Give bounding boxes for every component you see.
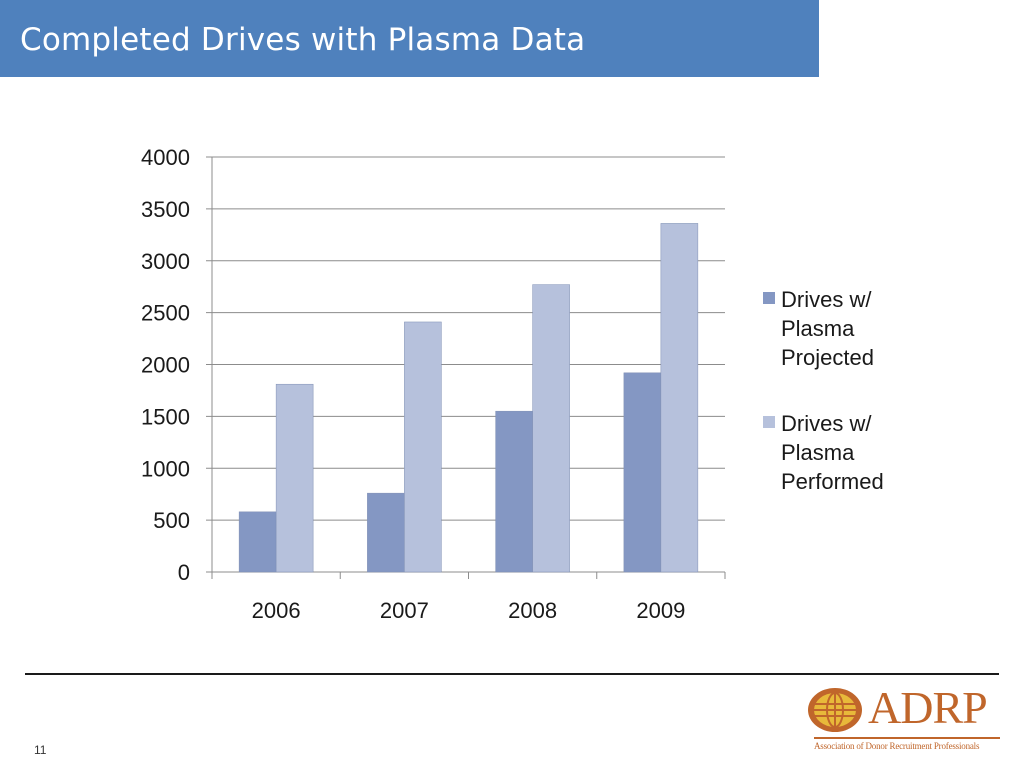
legend-label: Drives w/ [781,411,872,436]
y-tick-label: 1000 [141,456,190,481]
y-tick-label: 0 [178,560,190,585]
bar-performed [660,223,699,573]
legend-label: Plasma [781,316,855,341]
y-tick-label: 4000 [141,145,190,170]
y-tick-label: 500 [153,508,190,533]
legend-label: Performed [781,469,884,494]
x-tick-label: 2006 [252,598,301,623]
legend-label: Plasma [781,440,855,465]
x-tick-label: 2007 [380,598,429,623]
page-number: 11 [34,743,47,757]
logo-wordmark: ADRP [868,682,988,733]
bar-performed [532,284,570,573]
legend-label: Drives w/ [781,287,872,312]
bar-projected [495,410,533,573]
bar-projected [238,511,277,573]
legend-swatch [763,292,775,304]
bar-performed [404,321,442,573]
logo-tagline: Association of Donor Recruitment Profess… [814,741,980,751]
legend-swatch [763,416,775,428]
slide-title: Completed Drives with Plasma Data [20,22,586,58]
x-tick-label: 2008 [508,598,557,623]
legend-label: Projected [781,345,874,370]
bar-performed [275,383,314,573]
title-bar: Completed Drives with Plasma Data [0,0,819,77]
globe-icon [808,688,862,732]
bar-projected [367,492,405,573]
footer-rule [25,673,999,675]
adrp-logo: ADRP Association of Donor Recruitment Pr… [806,683,1002,755]
logo-divider [814,737,1000,739]
bar-projected [623,372,662,573]
y-tick-label: 3500 [141,197,190,222]
y-tick-label: 2000 [141,353,190,378]
x-tick-label: 2009 [636,598,685,623]
y-tick-label: 2500 [141,301,190,326]
y-tick-label: 3000 [141,249,190,274]
y-tick-label: 1500 [141,404,190,429]
